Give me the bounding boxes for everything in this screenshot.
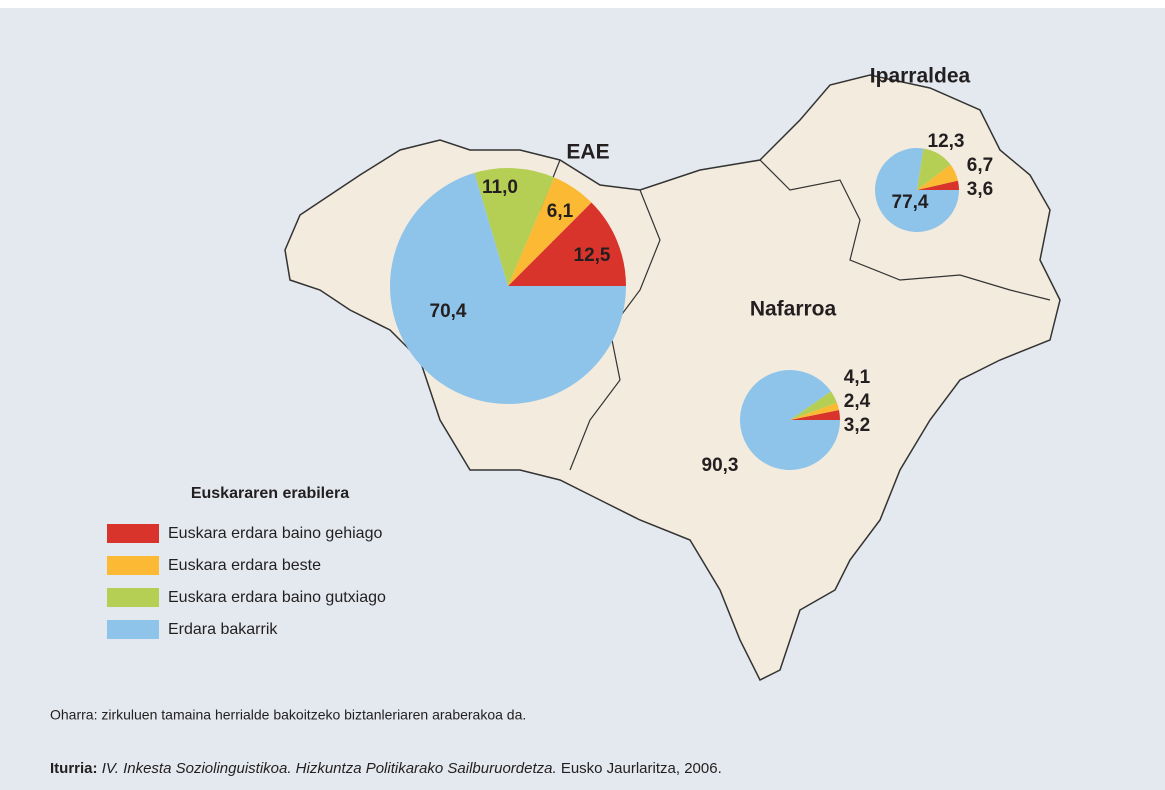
data-label: 4,1 [844,367,871,388]
legend-swatch [107,556,159,575]
region-label: Iparraldea [870,65,971,88]
pie-slice [739,370,840,470]
pie-slice [790,391,837,420]
pie-slice [790,410,840,420]
pie-slice [390,172,626,405]
legend-swatch [107,588,159,607]
source-title: IV. Inkesta Soziolinguistikoa. Hizkuntza… [102,760,557,777]
pie-slice [474,168,555,286]
data-label: 90,3 [702,455,739,476]
pie-slice [508,202,626,286]
data-label: 6,1 [547,201,574,222]
data-label: 77,4 [892,192,929,213]
legend-label: Euskara erdara baino gehiago [168,525,382,542]
pie-slice [917,180,959,190]
legend-swatch [107,524,159,543]
source: Iturria: IV. Inkesta Soziolinguistikoa. … [50,760,722,777]
border-line [759,159,1051,301]
source-publisher: Eusko Jaurlaritza, 2006. [561,760,722,777]
legend-label: Erdara bakarrik [168,621,278,638]
legend-label: Euskara erdara beste [168,557,321,574]
note: Oharra: zirkuluen tamaina herrialde bako… [50,707,526,723]
data-label: 3,2 [844,415,870,436]
data-label: 70,4 [430,301,467,322]
pie-slice [790,402,839,420]
data-label: 2,4 [844,391,871,412]
pie-slice [508,177,592,286]
source-label: Iturria: [50,760,98,777]
data-label: 12,5 [574,245,611,266]
region-label: Nafarroa [750,298,837,321]
pie-slice [917,148,951,190]
data-label: 6,7 [967,155,993,176]
pie-slice [875,148,960,233]
legend-label: Euskara erdara baino gutxiago [168,589,386,606]
data-label: 3,6 [967,179,993,200]
data-label: 12,3 [928,131,965,152]
data-label: 11,0 [482,177,518,198]
pie-slice [917,164,958,190]
region-label: EAE [566,141,609,164]
top-bar [0,0,1165,8]
legend-swatch [107,620,159,639]
legend-title: Euskararen erabilera [191,485,349,502]
